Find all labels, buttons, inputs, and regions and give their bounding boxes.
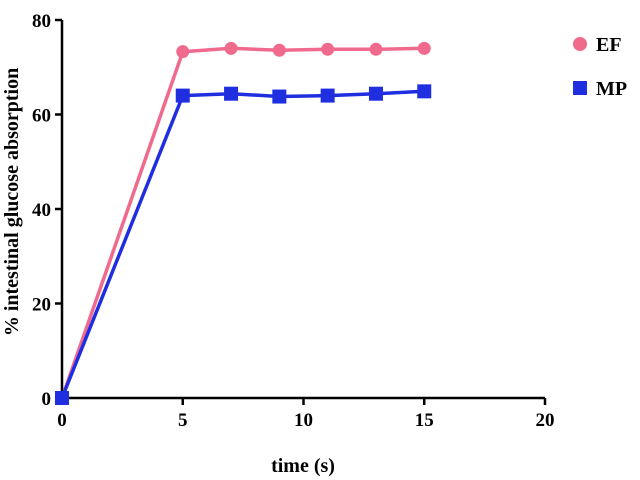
y-tick-label: 60 bbox=[32, 106, 51, 127]
data-point-mp bbox=[368, 86, 383, 101]
data-point-mp bbox=[224, 86, 239, 101]
data-point-ef bbox=[369, 42, 383, 56]
data-point-mp bbox=[417, 84, 432, 99]
y-axis-ticks: 0 20 40 60 80 bbox=[32, 11, 62, 410]
data-point-ef bbox=[176, 45, 190, 59]
data-point-ef bbox=[321, 42, 335, 56]
x-axis-ticks: 0 5 10 15 20 bbox=[57, 398, 555, 431]
data-point-mp bbox=[175, 88, 190, 103]
data-point-ef bbox=[272, 43, 286, 57]
x-tick-label: 15 bbox=[415, 410, 434, 431]
data-point-mp bbox=[320, 88, 335, 103]
legend-item-mp: MP bbox=[573, 78, 627, 100]
x-tick-label: 5 bbox=[178, 410, 188, 431]
series-layer bbox=[55, 41, 432, 405]
y-tick-label: 20 bbox=[32, 295, 51, 316]
legend-label-mp: MP bbox=[596, 78, 627, 100]
x-tick-label: 10 bbox=[294, 410, 313, 431]
series-mp bbox=[55, 84, 432, 405]
x-tick-label: 0 bbox=[57, 410, 67, 431]
y-tick-label: 40 bbox=[32, 200, 51, 221]
y-axis-title: % intestinal glucose absorption bbox=[1, 68, 23, 336]
x-tick-label: 20 bbox=[536, 410, 555, 431]
data-point-mp bbox=[55, 391, 69, 405]
legend-marker-ef-icon bbox=[573, 37, 587, 51]
legend-label-ef: EF bbox=[596, 34, 622, 56]
data-point-ef bbox=[224, 41, 238, 55]
axes: 0 20 40 60 80 0 5 10 15 20 bbox=[32, 11, 555, 431]
y-tick-label: 80 bbox=[32, 11, 51, 32]
legend-marker-mp-icon bbox=[573, 81, 587, 95]
legend-item-ef: EF bbox=[573, 34, 622, 56]
legend: EF MP bbox=[573, 34, 627, 100]
data-point-mp bbox=[272, 89, 287, 104]
x-axis-title: time (s) bbox=[271, 455, 335, 477]
series-line-ef bbox=[60, 46, 425, 399]
data-point-ef bbox=[417, 41, 431, 55]
y-tick-label: 0 bbox=[42, 389, 52, 410]
